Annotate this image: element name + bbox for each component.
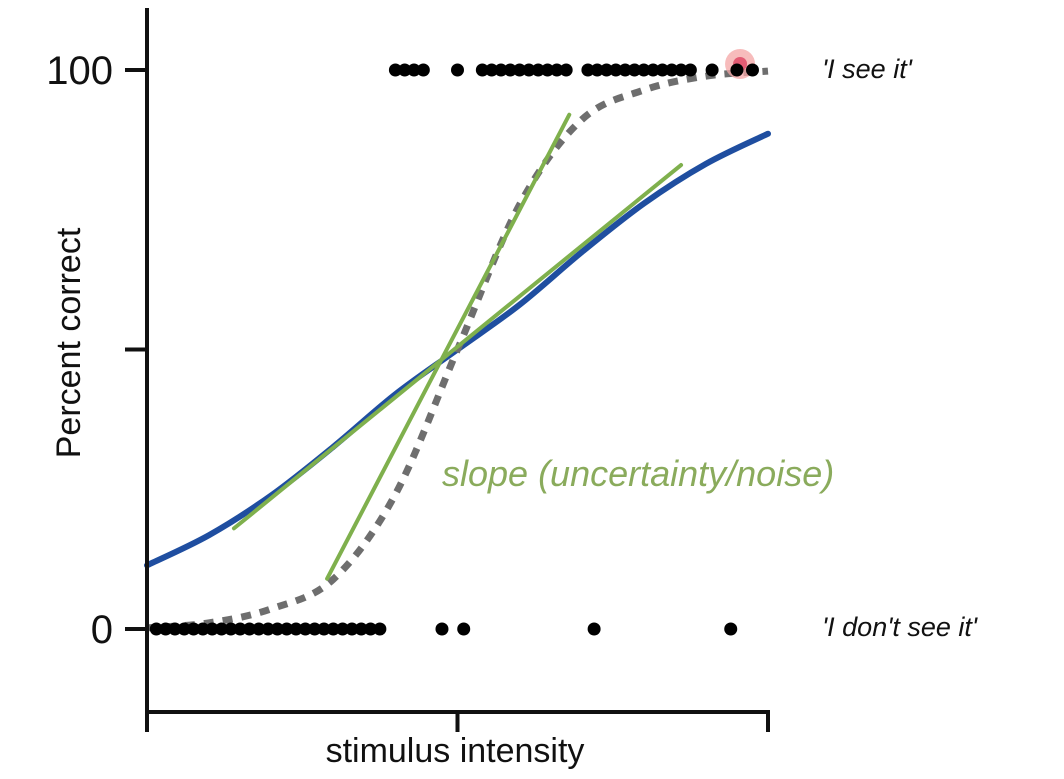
dot-seen-8 [503, 63, 517, 77]
y-tick-label-2: 100 [46, 49, 113, 93]
slope-annotation: slope (uncertainty/noise) [442, 453, 834, 494]
dot-not-seen-0 [149, 622, 163, 636]
dot-not-seen-3 [177, 622, 191, 636]
dot-seen-29 [745, 63, 759, 77]
dot-not-seen-11 [252, 622, 266, 636]
dot-seen-25 [674, 63, 688, 77]
dot-not-seen-9 [233, 622, 247, 636]
dot-not-seen-17 [308, 622, 322, 636]
curves-layer [144, 67, 771, 632]
dot-not-seen-19 [326, 622, 340, 636]
dot-seen-28 [730, 63, 744, 77]
dot-not-seen-22 [354, 622, 368, 636]
dot-seen-17 [600, 63, 614, 77]
y-tick-label-0: 0 [91, 608, 113, 652]
dot-not-seen-12 [261, 622, 275, 636]
dot-seen-23 [655, 63, 669, 77]
dot-seen-1 [398, 63, 412, 77]
dot-seen-2 [407, 63, 421, 77]
dot-seen-24 [665, 63, 679, 77]
dot-not-seen-18 [317, 622, 331, 636]
dot-not-seen-6 [205, 622, 219, 636]
dot-not-seen-5 [196, 622, 210, 636]
dot-not-seen-13 [270, 622, 284, 636]
dot-seen-0 [388, 63, 402, 77]
dot-not-seen-27 [587, 622, 601, 636]
response-label-not-seen: 'I don't see it' [822, 612, 978, 642]
dot-seen-13 [550, 63, 564, 77]
dot-seen-18 [609, 63, 623, 77]
dot-not-seen-23 [364, 622, 378, 636]
axes-layer [145, 8, 770, 714]
dot-not-seen-14 [280, 622, 294, 636]
dot-not-seen-7 [215, 622, 229, 636]
dot-seen-15 [581, 63, 595, 77]
dot-seen-5 [475, 63, 489, 77]
dot-seen-3 [416, 63, 430, 77]
dot-not-seen-15 [289, 622, 303, 636]
dot-not-seen-1 [159, 622, 173, 636]
dot-seen-20 [627, 63, 641, 77]
dot-seen-10 [522, 63, 536, 77]
dot-seen-22 [646, 63, 660, 77]
dot-not-seen-21 [345, 622, 359, 636]
dot-seen-11 [531, 63, 545, 77]
x-axis-label: stimulus intensity [326, 732, 585, 770]
dot-seen-26 [683, 63, 697, 77]
dot-not-seen-20 [336, 622, 350, 636]
dot-seen-14 [559, 63, 573, 77]
dot-not-seen-8 [224, 622, 238, 636]
ticks-layer: 0 100 [46, 49, 770, 732]
shallow-slope-line [231, 163, 684, 531]
dot-not-seen-24 [373, 622, 387, 636]
dot-seen-6 [485, 63, 499, 77]
response-label-seen: 'I see it' [822, 54, 913, 84]
dot-seen-7 [494, 63, 508, 77]
dot-seen-4 [451, 63, 464, 77]
dot-seen-12 [541, 63, 555, 77]
dots-layer [149, 49, 759, 636]
dot-seen-9 [513, 63, 527, 77]
steep-slope-line [325, 112, 572, 581]
dot-seen-27 [705, 63, 719, 77]
dashed-steep-curve [146, 67, 769, 632]
dot-seen-16 [590, 63, 604, 77]
y-axis-label: Percent correct [50, 227, 88, 458]
dot-not-seen-2 [168, 622, 182, 636]
dot-not-seen-26 [457, 622, 471, 636]
dot-seen-21 [637, 63, 651, 77]
dot-not-seen-4 [187, 622, 201, 636]
dot-not-seen-16 [298, 622, 312, 636]
dot-not-seen-28 [724, 622, 738, 636]
dot-seen-19 [618, 63, 632, 77]
dot-not-seen-25 [435, 622, 449, 636]
dot-not-seen-10 [242, 622, 256, 636]
